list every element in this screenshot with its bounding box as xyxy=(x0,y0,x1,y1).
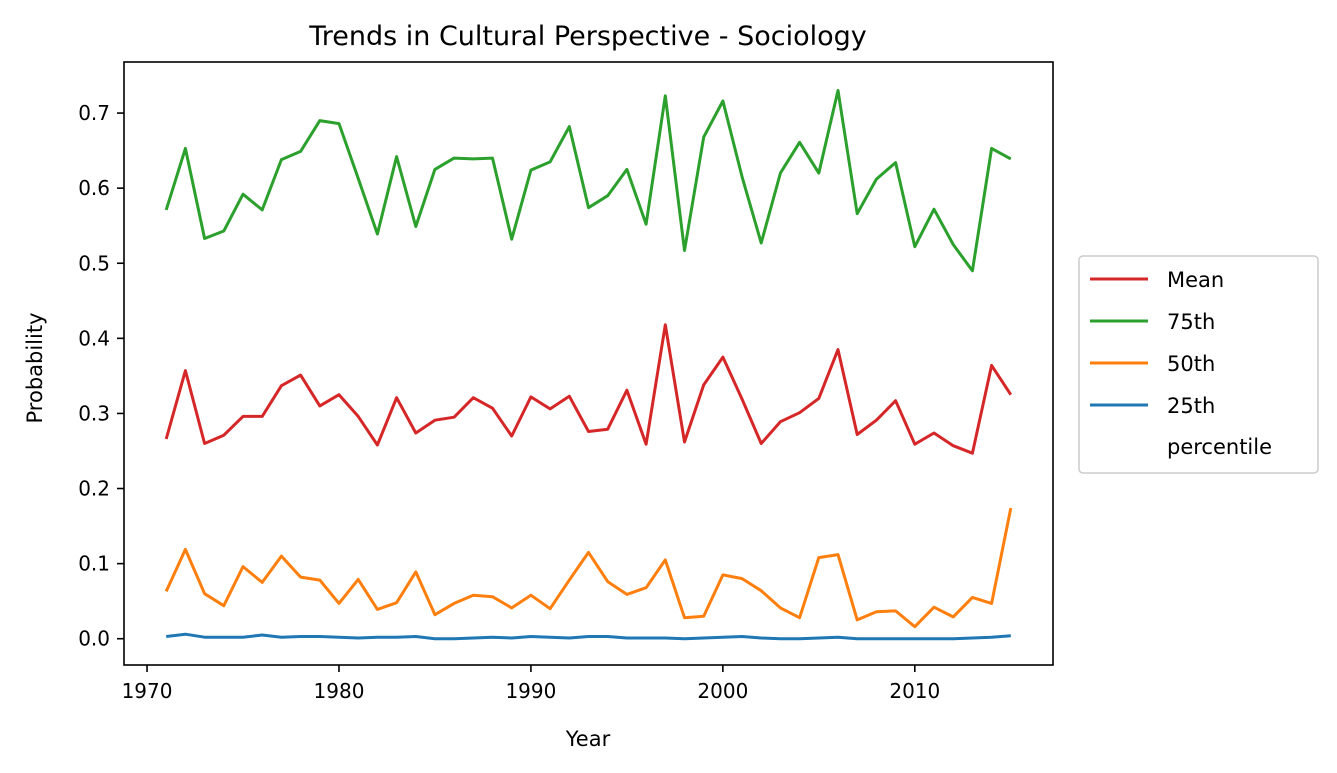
x-tick-label: 1980 xyxy=(314,679,365,703)
x-tick-label: 1990 xyxy=(505,679,556,703)
x-tick-label: 2010 xyxy=(889,679,940,703)
y-tick-label: 0.4 xyxy=(78,326,110,350)
x-axis: 1970 1980 1990 2000 2010 xyxy=(122,665,940,703)
x-axis-title: Year xyxy=(565,727,611,751)
legend-extra-text: percentile xyxy=(1167,435,1272,459)
legend-label-75th: 75th xyxy=(1167,310,1215,334)
y-tick-label: 0.3 xyxy=(78,401,110,425)
legend-frame xyxy=(1078,255,1319,474)
legend-label-mean: Mean xyxy=(1167,268,1224,292)
y-tick-label: 0.6 xyxy=(78,176,110,200)
legend: Mean 75th 50th 25th percentile xyxy=(1078,255,1319,474)
x-tick-label: 2000 xyxy=(697,679,748,703)
y-tick-label: 0.7 xyxy=(78,101,110,125)
legend-label-50th: 50th xyxy=(1167,352,1215,376)
y-axis-title: Probability xyxy=(23,312,47,423)
y-axis: 0.0 0.1 0.2 0.3 0.4 0.5 0.6 0.7 xyxy=(78,101,124,651)
plot-frame xyxy=(123,61,1054,666)
y-tick-label: 0.2 xyxy=(78,477,110,501)
series-line-mean xyxy=(164,323,1013,455)
chart-title: Trends in Cultural Perspective - Sociolo… xyxy=(308,21,867,52)
series-line-75th xyxy=(164,89,1012,273)
x-tick-label: 1970 xyxy=(122,679,173,703)
legend-label-25th: 25th xyxy=(1167,394,1215,418)
series-line-25th xyxy=(166,632,1011,641)
plot-area xyxy=(164,89,1013,641)
y-tick-label: 0.5 xyxy=(78,251,110,275)
series-line-50th xyxy=(164,507,1013,629)
y-tick-label: 0.1 xyxy=(78,552,110,576)
y-tick-label: 0.0 xyxy=(78,627,110,651)
